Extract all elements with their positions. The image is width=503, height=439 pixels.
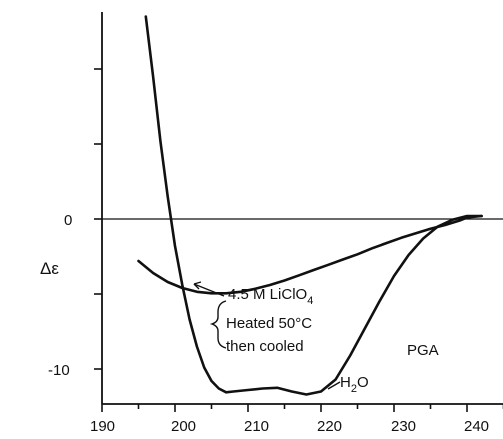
- liclo4-label-main: 4.5 M LiClO: [228, 286, 307, 303]
- h2o-label: H2O: [340, 374, 369, 395]
- h2o-leader: [327, 381, 341, 390]
- x-tick-label: 230: [391, 418, 416, 435]
- liclo4-arrow-head: [193, 281, 202, 290]
- x-tick-label: 190: [90, 418, 115, 435]
- y-tick-label: 0: [64, 212, 72, 229]
- liclo4-label-sub: 4: [307, 295, 313, 307]
- h2o-label-sub: 2: [351, 383, 357, 395]
- tick-marks: [94, 68, 503, 412]
- x-tick-label: 240: [464, 418, 489, 435]
- x-tick-label: 210: [244, 418, 269, 435]
- h2o-label-main: H: [340, 374, 351, 391]
- cooled-label: then cooled: [226, 338, 304, 355]
- heated-brace: [209, 300, 227, 349]
- heated-label: Heated 50°C: [226, 315, 312, 332]
- h2o-curve: [144, 15, 483, 396]
- liclo4-curve: [137, 214, 483, 295]
- liclo4-label: 4.5 M LiClO4: [228, 286, 313, 307]
- liclo4-leader: [193, 283, 225, 297]
- x-tick-label: 220: [317, 418, 342, 435]
- pga-label: PGA: [407, 342, 439, 359]
- h2o-label-end: O: [357, 374, 369, 391]
- x-tick-label: 200: [171, 418, 196, 435]
- y-tick-label: -10: [48, 362, 70, 379]
- y-axis-label: Δε: [40, 259, 59, 278]
